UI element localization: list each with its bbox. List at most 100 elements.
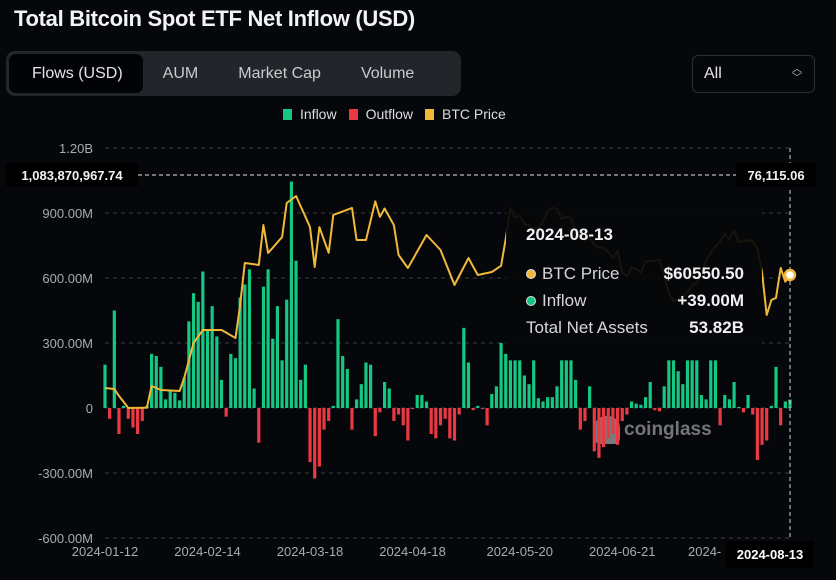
tab-market-cap[interactable]: Market Cap bbox=[238, 65, 321, 82]
inflow-swatch-icon bbox=[283, 108, 292, 120]
tab-aum[interactable]: AUM bbox=[162, 65, 199, 82]
inflow-bar bbox=[266, 269, 270, 408]
inflow-bar bbox=[699, 395, 704, 408]
inflow-bar bbox=[588, 386, 592, 408]
inflow-bar bbox=[294, 260, 298, 408]
inflow-bar bbox=[560, 360, 564, 408]
outflow-bar bbox=[392, 408, 396, 421]
inflow-bar bbox=[704, 399, 708, 408]
inflow-bar bbox=[648, 382, 652, 408]
inflow-bar bbox=[275, 306, 280, 408]
legend-btc-price[interactable]: BTC Price bbox=[425, 106, 506, 122]
crosshair-left-label: 1,083,870,967.74 bbox=[21, 168, 123, 183]
tooltip-row-inflow: Inflow +39.00M bbox=[526, 291, 744, 311]
inflow-bar bbox=[681, 384, 685, 408]
inflow-bar bbox=[564, 360, 568, 408]
inflow-bar bbox=[574, 379, 578, 408]
tooltip-value: $60550.50 bbox=[663, 264, 744, 283]
inflow-bar bbox=[299, 379, 303, 408]
crosshair-right-label: 76,115.06 bbox=[747, 168, 804, 183]
range-select-value: All bbox=[704, 65, 722, 82]
tab-volume[interactable]: Volume bbox=[360, 65, 415, 82]
inflow-bar bbox=[331, 405, 335, 408]
inflow-bar bbox=[569, 360, 573, 408]
inflow-bar bbox=[508, 360, 513, 408]
outflow-bar bbox=[657, 408, 662, 412]
price-swatch-icon bbox=[425, 108, 435, 120]
inflow-bar bbox=[215, 336, 219, 408]
legend-outflow[interactable]: Outflow bbox=[348, 106, 414, 122]
inflow-bar bbox=[462, 327, 466, 408]
hover-point-icon bbox=[783, 268, 797, 282]
inflow-bar bbox=[769, 405, 773, 408]
inflow-bar bbox=[676, 371, 680, 408]
outflow-bar bbox=[625, 408, 629, 415]
range-select[interactable]: All ︿ ﹀ bbox=[692, 55, 815, 93]
price-dot-icon bbox=[526, 269, 536, 279]
inflow-bar bbox=[210, 306, 214, 408]
tab-flows[interactable]: Flows (USD) bbox=[9, 54, 143, 93]
inflow-bar bbox=[112, 310, 116, 408]
inflow-bar bbox=[387, 388, 391, 408]
crosshair-right-label-box bbox=[736, 163, 816, 187]
outflow-bar bbox=[410, 408, 415, 410]
outflow-bar bbox=[485, 408, 489, 426]
inflow-bar bbox=[187, 321, 191, 408]
outflow-bar bbox=[611, 408, 615, 434]
outflow-bar bbox=[434, 408, 438, 439]
inflow-bar bbox=[289, 181, 293, 408]
inflow-bar bbox=[233, 358, 238, 408]
legend-inflow[interactable]: Inflow bbox=[283, 106, 337, 122]
inflow-bar bbox=[149, 353, 154, 408]
outflow-bar bbox=[117, 408, 121, 434]
inflow-bar bbox=[191, 293, 196, 408]
outflow-bar bbox=[313, 408, 317, 479]
inflow-bar bbox=[177, 400, 182, 408]
y-tick-label: 600.00M bbox=[42, 271, 93, 286]
page-title: Total Bitcoin Spot ETF Net Inflow (USD) bbox=[14, 6, 415, 31]
tooltip-label: BTC Price bbox=[542, 264, 620, 283]
outflow-bar bbox=[620, 408, 624, 421]
inflow-bar bbox=[541, 401, 545, 408]
x-tick-label: 2024-01-12 bbox=[72, 544, 139, 559]
legend-label: Outflow bbox=[365, 106, 414, 122]
y-tick-label: 0 bbox=[86, 401, 93, 416]
outflow-bar bbox=[257, 408, 261, 443]
inflow-bar bbox=[369, 364, 373, 408]
outflow-bar bbox=[126, 408, 130, 419]
tooltip-value: +39.00M bbox=[677, 291, 744, 310]
outflow-bar bbox=[765, 408, 769, 441]
inflow-bar bbox=[196, 301, 200, 408]
tooltip-label: Total Net Assets bbox=[526, 318, 648, 337]
inflow-bar bbox=[103, 364, 107, 408]
inflow-bar bbox=[639, 404, 643, 408]
x-tick-label: 2024-05-20 bbox=[486, 544, 553, 559]
inflow-bar bbox=[550, 397, 554, 408]
chart-legend: Inflow Outflow BTC Price bbox=[283, 106, 506, 122]
x-tick-label: 2024-04-18 bbox=[379, 544, 446, 559]
inflow-bar bbox=[490, 393, 494, 408]
inflow-bar bbox=[359, 384, 363, 408]
inflow-bar bbox=[499, 343, 503, 408]
inflow-bar bbox=[466, 362, 471, 408]
outflow-bar bbox=[779, 408, 783, 426]
inflow-bar bbox=[173, 392, 177, 408]
outflow-bar bbox=[108, 408, 112, 419]
outflow-bar bbox=[429, 408, 433, 434]
outflow-bar bbox=[443, 408, 447, 419]
inflow-bar bbox=[737, 406, 741, 408]
inflow-bar bbox=[518, 360, 522, 408]
inflow-bar bbox=[667, 360, 671, 408]
inflow-bar bbox=[243, 284, 247, 408]
tooltip-date: 2024-08-13 bbox=[526, 225, 613, 244]
inflow-bar bbox=[504, 353, 508, 408]
inflow-bar bbox=[527, 384, 531, 408]
inflow-bar bbox=[555, 386, 559, 408]
inflow-bar bbox=[494, 386, 499, 408]
inflow-bar bbox=[783, 401, 787, 408]
inflow-bar bbox=[345, 369, 349, 408]
inflow-bar bbox=[154, 356, 158, 408]
inflow-bar bbox=[122, 405, 126, 408]
inflow-bar bbox=[513, 360, 517, 408]
